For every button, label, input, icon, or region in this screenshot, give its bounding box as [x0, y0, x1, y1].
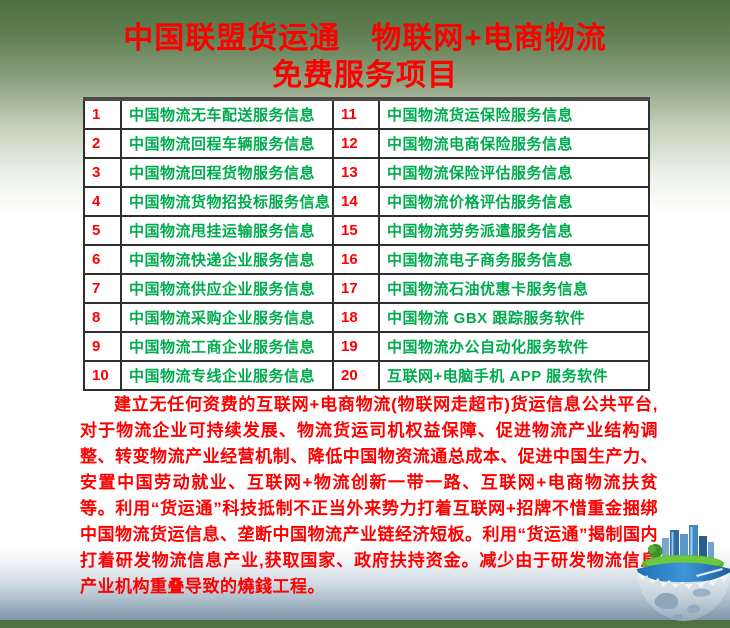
table-row: 2 中国物流回程车辆服务信息 12 中国物流电商保险服务信息: [83, 128, 650, 159]
cell-number: 1: [83, 98, 122, 130]
cell-service: 中国物流石油优惠卡服务信息: [378, 273, 650, 304]
cell-service: 中国物流货物招投标服务信息: [120, 186, 334, 217]
cell-number: 19: [332, 331, 380, 362]
page-title-line1: 中国联盟货运通 物联网+电商物流: [123, 22, 607, 55]
table-row: 7 中国物流供应企业服务信息 17 中国物流石油优惠卡服务信息: [83, 273, 650, 304]
cell-service: 中国物流保险评估服务信息: [378, 157, 650, 188]
cell-number: 9: [83, 331, 122, 362]
cell-number: 10: [83, 360, 122, 391]
cell-number: 18: [332, 302, 380, 333]
service-table-body: 1 中国物流无车配送服务信息 11 中国物流货运保险服务信息 2 中国物流回程车辆服务信息…: [83, 98, 650, 391]
cell-service: 中国物流 GBX 跟踪服务软件: [378, 302, 650, 333]
cell-number: 20: [332, 360, 380, 391]
city-buildings-icon: [662, 525, 714, 564]
page-title-line2: 免费服务项目: [272, 59, 458, 92]
cell-service: 中国物流劳务派遣服务信息: [378, 215, 650, 246]
service-table: 1 中国物流无车配送服务信息 11 中国物流货运保险服务信息 2 中国物流回程车辆服务信息…: [83, 97, 650, 391]
cell-service: 中国物流办公自动化服务软件: [378, 331, 650, 362]
cell-service: 中国物流电商保险服务信息: [378, 128, 650, 159]
globe-city-illustration: [637, 525, 730, 621]
cell-service: 中国物流回程车辆服务信息: [120, 128, 334, 159]
cell-number: 6: [83, 244, 122, 275]
table-row: 5 中国物流甩挂运输服务信息 15 中国物流劳务派遣服务信息: [83, 215, 650, 246]
cell-number: 12: [332, 128, 380, 159]
cell-number: 5: [83, 215, 122, 246]
cell-number: 15: [332, 215, 380, 246]
cell-number: 13: [332, 157, 380, 188]
cell-service: 互联网+电脑手机 APP 服务软件: [378, 360, 650, 391]
cell-service: 中国物流回程货物服务信息: [120, 157, 334, 188]
cell-number: 17: [332, 273, 380, 304]
description-paragraph: 建立无任何资费的互联网+电商物流(物联网走超市)货运信息公共平台,对于物流企业可…: [80, 395, 658, 596]
cell-number: 16: [332, 244, 380, 275]
table-row: 10 中国物流专线企业服务信息 20 互联网+电脑手机 APP 服务软件: [83, 360, 650, 391]
table-row: 3 中国物流回程货物服务信息 13 中国物流保险评估服务信息: [83, 157, 650, 188]
cell-service: 中国物流快递企业服务信息: [120, 244, 334, 275]
cell-number: 14: [332, 186, 380, 217]
cell-service: 中国物流电子商务服务信息: [378, 244, 650, 275]
cell-service: 中国物流采购企业服务信息: [120, 302, 334, 333]
tree-icon: [648, 544, 663, 563]
cell-service: 中国物流价格评估服务信息: [378, 186, 650, 217]
cell-number: 11: [332, 98, 380, 130]
table-row: 6 中国物流快递企业服务信息 16 中国物流电子商务服务信息: [83, 244, 650, 275]
table-row: 4 中国物流货物招投标服务信息 14 中国物流价格评估服务信息: [83, 186, 650, 217]
cell-service: 中国物流甩挂运输服务信息: [120, 215, 334, 246]
cell-service: 中国物流货运保险服务信息: [378, 98, 650, 130]
cell-number: 8: [83, 302, 122, 333]
cell-service: 中国物流供应企业服务信息: [120, 273, 334, 304]
cell-number: 7: [83, 273, 122, 304]
table-row: 9 中国物流工商企业服务信息 19 中国物流办公自动化服务软件: [83, 331, 650, 362]
cell-number: 2: [83, 128, 122, 159]
page-title: 中国联盟货运通 物联网+电商物流 免费服务项目: [0, 20, 730, 94]
cell-service: 中国物流专线企业服务信息: [120, 360, 334, 391]
cell-number: 4: [83, 186, 122, 217]
cell-service: 中国物流工商企业服务信息: [120, 331, 334, 362]
table-row: 8 中国物流采购企业服务信息 18 中国物流 GBX 跟踪服务软件: [83, 302, 650, 333]
cell-number: 3: [83, 157, 122, 188]
cell-service: 中国物流无车配送服务信息: [120, 98, 334, 130]
table-row: 1 中国物流无车配送服务信息 11 中国物流货运保险服务信息: [83, 98, 650, 130]
